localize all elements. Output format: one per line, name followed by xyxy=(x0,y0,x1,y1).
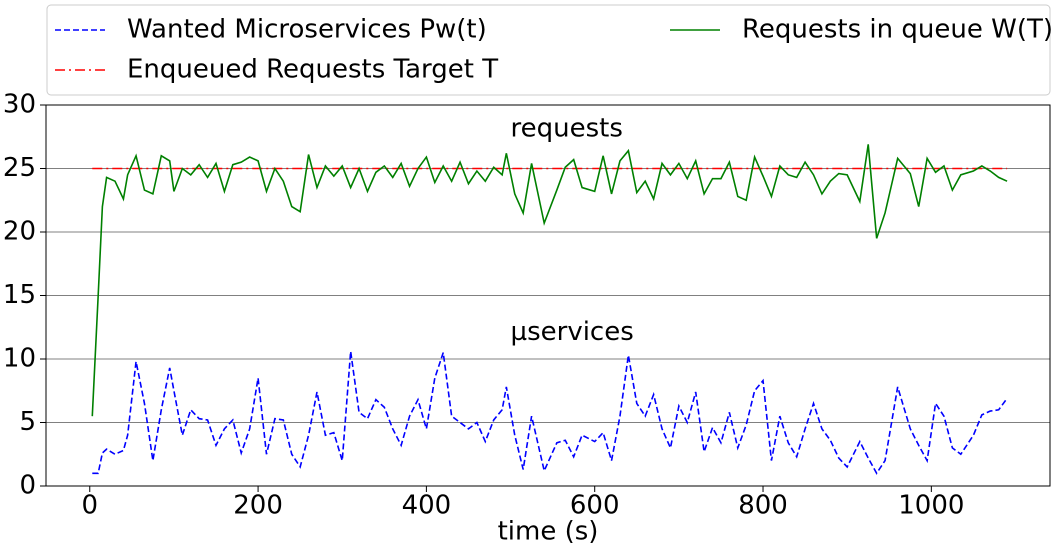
x-tick-label: 400 xyxy=(402,491,452,521)
y-tick-label: 25 xyxy=(3,153,36,183)
x-tick-label: 200 xyxy=(233,491,283,521)
y-tick-label: 0 xyxy=(19,471,36,501)
annotation: requests xyxy=(511,114,623,144)
legend-label: Wanted Microservices Pw(t) xyxy=(127,15,487,45)
y-tick-label: 5 xyxy=(19,407,36,437)
plot-frame xyxy=(45,104,1051,487)
x-tick-label: 1000 xyxy=(898,491,964,521)
y-tick-label: 20 xyxy=(3,217,36,247)
x-tick-label: 600 xyxy=(570,491,620,521)
y-tick-label: 30 xyxy=(3,90,36,120)
x-axis-label: time (s) xyxy=(498,517,599,547)
annotation: µservices xyxy=(511,317,634,347)
y-tick-label: 15 xyxy=(3,280,36,310)
x-tick-label: 0 xyxy=(81,491,98,521)
legend-box xyxy=(46,4,1051,96)
series-line xyxy=(91,144,1008,417)
legend-label: Requests in queue W(T) xyxy=(742,15,1053,45)
x-tick-label: 800 xyxy=(738,491,788,521)
legend-label: Enqueued Requests Target T xyxy=(127,55,498,85)
series-line xyxy=(92,351,1008,475)
y-tick-label: 10 xyxy=(3,344,36,374)
